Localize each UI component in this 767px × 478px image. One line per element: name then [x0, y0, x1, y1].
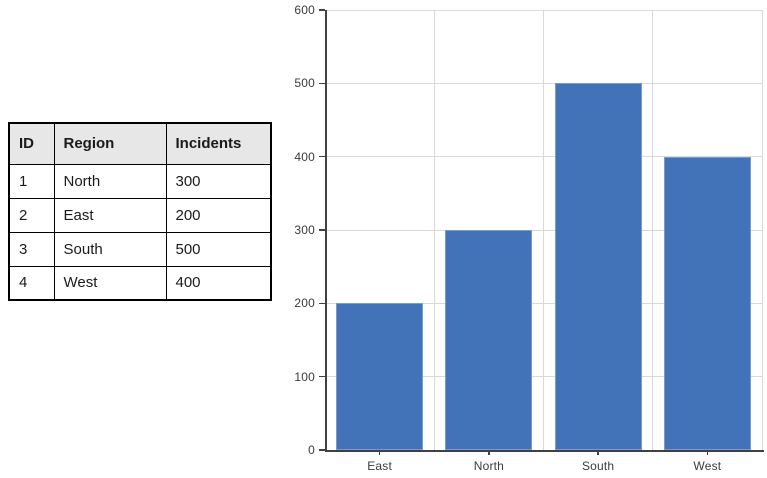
incidents-bar-chart: 0 100 200 300 400 500 600 East North South West	[290, 0, 767, 478]
y-tick-label: 100	[294, 369, 315, 384]
x-axis-tick	[706, 450, 709, 455]
x-axis-line	[325, 450, 764, 452]
x-gridline	[543, 10, 544, 450]
table-cell: 2	[8, 197, 55, 233]
table-cell: 4	[8, 265, 55, 301]
y-axis-tick	[319, 449, 325, 451]
x-gridline	[433, 10, 435, 450]
table-cell: North	[53, 163, 167, 199]
y-tick-label: 600	[294, 3, 315, 17]
table-row: 4 West 400	[8, 265, 272, 301]
y-axis-tick	[319, 9, 325, 11]
y-tick-label: 400	[294, 149, 315, 164]
table-cell: 200	[165, 197, 272, 233]
table-header-row: ID Region Incidents	[8, 122, 272, 165]
x-axis-tick	[378, 450, 381, 455]
y-axis-tick	[319, 82, 325, 85]
table-cell: East	[53, 197, 167, 233]
table-row: 2 East 200	[8, 197, 272, 233]
x-gridline	[761, 10, 763, 450]
y-tick-label: 300	[294, 223, 315, 237]
incident-table: ID Region Incidents 1 North 300 2 East 200 3 So…	[8, 122, 272, 301]
bar-north	[445, 230, 533, 450]
table-row: 3 South 500	[8, 231, 272, 267]
y-tick-label: 0	[308, 443, 315, 457]
x-tick-label: North	[473, 459, 505, 473]
header-cell-id: ID	[8, 122, 55, 165]
header-cell-incidents: Incidents	[165, 122, 272, 165]
table-cell: 400	[165, 265, 272, 301]
incident-table-body: 1 North 300 2 East 200 3 South 500 4 West 400	[8, 163, 272, 301]
y-axis-tick	[319, 302, 325, 305]
table-cell: 1	[8, 163, 55, 199]
x-axis-tick	[488, 450, 490, 455]
table-row: 1 North 300	[8, 163, 272, 199]
table-cell: West	[53, 265, 167, 301]
x-tick-label: West	[693, 459, 722, 473]
y-tick-label: 200	[294, 296, 315, 311]
y-axis-line	[325, 10, 327, 450]
bar-west	[663, 156, 751, 450]
table-cell: 300	[165, 163, 272, 199]
bar-south	[554, 83, 642, 450]
y-tick-label: 500	[294, 76, 315, 91]
x-tick-label: South	[581, 459, 615, 473]
y-axis-tick	[319, 375, 325, 378]
table-cell: 500	[165, 231, 272, 267]
table-cell: South	[53, 231, 167, 267]
x-gridline	[652, 10, 654, 450]
y-axis-tick	[319, 155, 325, 158]
incident-table-grid: ID Region Incidents 1 North 300 2 East 200 3 So…	[8, 122, 272, 301]
header-cell-region: Region	[53, 122, 167, 165]
bar-east	[336, 303, 424, 450]
x-tick-label: East	[367, 459, 393, 473]
table-cell: 3	[8, 231, 55, 267]
y-axis-tick	[319, 229, 325, 231]
x-axis-tick	[597, 450, 599, 455]
